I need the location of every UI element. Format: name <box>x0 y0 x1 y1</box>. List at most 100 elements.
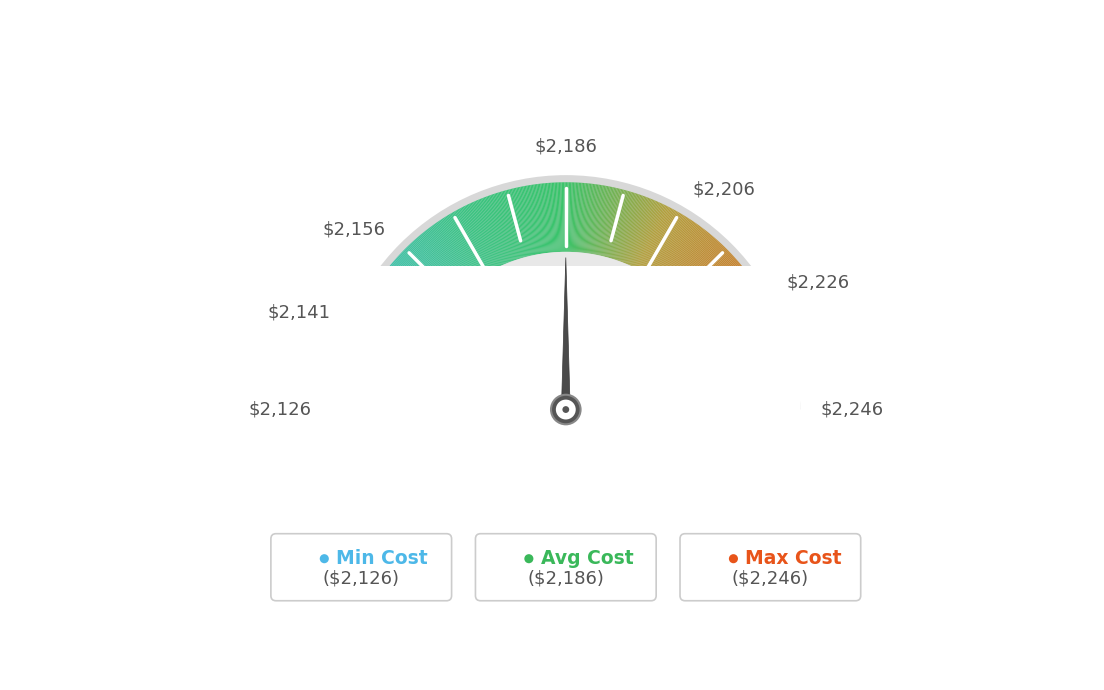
Wedge shape <box>650 217 689 277</box>
Wedge shape <box>378 281 436 321</box>
Wedge shape <box>407 246 456 297</box>
Wedge shape <box>339 393 408 399</box>
Wedge shape <box>530 185 542 254</box>
Circle shape <box>562 406 570 413</box>
Wedge shape <box>386 269 442 313</box>
Wedge shape <box>652 220 692 279</box>
Wedge shape <box>501 191 522 258</box>
Wedge shape <box>675 245 723 296</box>
Wedge shape <box>524 186 539 255</box>
Wedge shape <box>399 255 450 303</box>
Wedge shape <box>634 204 665 268</box>
Wedge shape <box>376 283 435 322</box>
Wedge shape <box>680 253 732 302</box>
Wedge shape <box>710 318 774 347</box>
Wedge shape <box>704 300 766 335</box>
Wedge shape <box>676 246 724 297</box>
Wedge shape <box>691 271 747 315</box>
Wedge shape <box>355 322 421 350</box>
Wedge shape <box>427 228 470 284</box>
Text: ($2,246): ($2,246) <box>732 569 809 587</box>
Text: $2,246: $2,246 <box>820 400 883 419</box>
Wedge shape <box>722 382 792 392</box>
Wedge shape <box>351 335 417 359</box>
Wedge shape <box>339 406 408 408</box>
Wedge shape <box>714 331 779 356</box>
Wedge shape <box>400 254 450 302</box>
Wedge shape <box>559 182 562 252</box>
Wedge shape <box>341 375 410 387</box>
Wedge shape <box>425 230 469 286</box>
Wedge shape <box>709 313 772 344</box>
Wedge shape <box>563 182 565 252</box>
Wedge shape <box>362 308 425 339</box>
Wedge shape <box>482 197 509 263</box>
Wedge shape <box>605 189 624 257</box>
Wedge shape <box>630 202 660 266</box>
Wedge shape <box>497 193 519 259</box>
Wedge shape <box>341 371 411 384</box>
Wedge shape <box>348 345 415 366</box>
Wedge shape <box>585 184 596 253</box>
Wedge shape <box>543 184 551 253</box>
Wedge shape <box>368 297 428 333</box>
Wedge shape <box>408 252 723 410</box>
Circle shape <box>524 554 533 563</box>
Wedge shape <box>343 363 412 378</box>
Wedge shape <box>381 276 438 317</box>
Wedge shape <box>690 269 745 313</box>
Wedge shape <box>412 242 459 294</box>
Wedge shape <box>590 185 602 254</box>
Wedge shape <box>657 224 698 282</box>
Wedge shape <box>471 202 501 266</box>
Wedge shape <box>540 184 549 253</box>
Wedge shape <box>624 198 650 264</box>
Wedge shape <box>649 216 687 276</box>
Wedge shape <box>526 186 539 255</box>
Wedge shape <box>400 253 452 302</box>
Wedge shape <box>575 183 582 253</box>
Wedge shape <box>629 201 659 266</box>
Text: ($2,186): ($2,186) <box>528 569 604 587</box>
Wedge shape <box>423 266 709 410</box>
Wedge shape <box>643 211 678 273</box>
Wedge shape <box>437 221 477 279</box>
Wedge shape <box>340 385 408 394</box>
Wedge shape <box>465 205 497 268</box>
Wedge shape <box>703 299 765 333</box>
Wedge shape <box>708 311 772 342</box>
Wedge shape <box>722 375 790 387</box>
Wedge shape <box>719 356 787 373</box>
Wedge shape <box>523 186 538 255</box>
Wedge shape <box>357 319 421 348</box>
Wedge shape <box>380 278 437 319</box>
Wedge shape <box>343 360 412 376</box>
Wedge shape <box>481 198 508 264</box>
Wedge shape <box>473 201 502 266</box>
Wedge shape <box>713 328 778 354</box>
Wedge shape <box>705 304 767 337</box>
Wedge shape <box>363 305 426 338</box>
Wedge shape <box>342 370 411 383</box>
Wedge shape <box>711 322 776 350</box>
Wedge shape <box>711 321 775 348</box>
Wedge shape <box>339 404 408 406</box>
Wedge shape <box>390 265 444 310</box>
Wedge shape <box>620 196 646 262</box>
Wedge shape <box>434 224 475 282</box>
Wedge shape <box>570 182 573 252</box>
Wedge shape <box>548 183 554 253</box>
Wedge shape <box>496 193 518 259</box>
Wedge shape <box>723 395 793 401</box>
Wedge shape <box>346 352 413 371</box>
Wedge shape <box>461 207 495 270</box>
Wedge shape <box>403 250 454 299</box>
Polygon shape <box>562 257 570 421</box>
Wedge shape <box>388 267 443 311</box>
Wedge shape <box>581 184 588 253</box>
Wedge shape <box>681 254 732 302</box>
Wedge shape <box>373 288 433 326</box>
Wedge shape <box>490 195 514 261</box>
Wedge shape <box>611 192 631 259</box>
Wedge shape <box>362 306 425 339</box>
